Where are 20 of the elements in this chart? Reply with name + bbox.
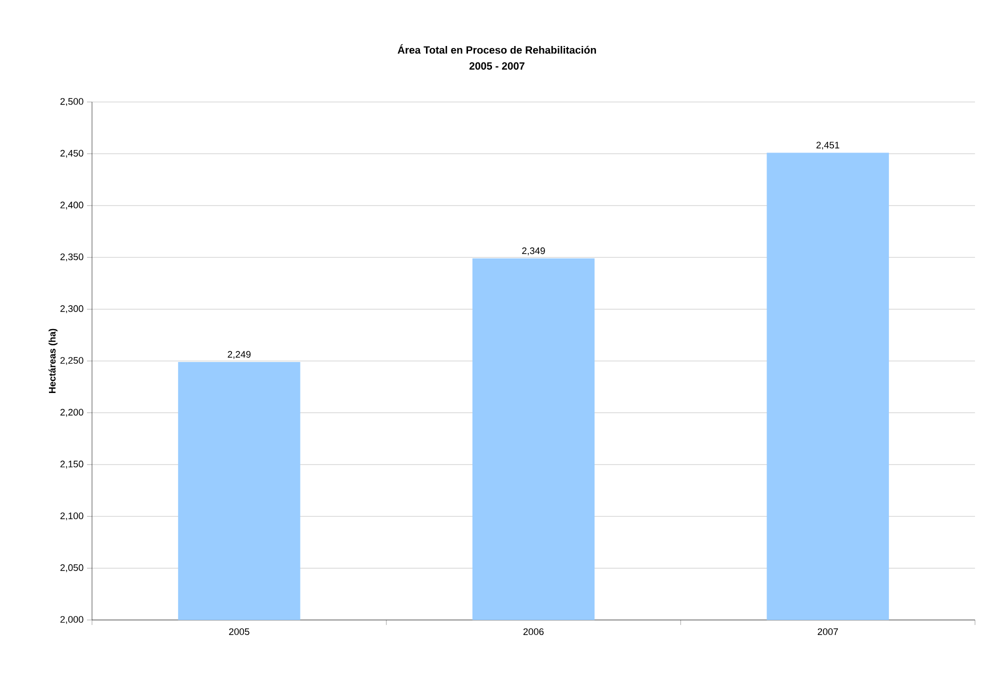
y-tick-label: 2,050 (60, 564, 84, 572)
y-tick-label: 2,100 (60, 512, 84, 520)
y-axis-title: Hectáreas (ha) (48, 328, 58, 393)
y-tick-label: 2,350 (60, 253, 84, 262)
chart-subtitle: 2005 - 2007 (469, 62, 524, 70)
x-tick-label: 2005 (229, 628, 250, 636)
y-tick-label: 2,250 (60, 357, 84, 365)
y-tick-label: 2,000 (60, 616, 84, 624)
y-tick-label: 2,500 (60, 98, 84, 106)
chart-title: Área Total en Proceso de Rehabilitación (398, 44, 596, 54)
y-tick-label: 2,450 (60, 150, 84, 158)
y-tick-label: 2,300 (60, 305, 84, 314)
data-label: 2,349 (522, 247, 545, 256)
y-tick-label: 2,200 (60, 408, 84, 417)
x-tick-label: 2006 (523, 628, 544, 636)
data-label: 2,249 (228, 351, 251, 359)
y-tick-label: 2,150 (60, 460, 84, 469)
data-label: 2,451 (816, 142, 840, 150)
x-tick-label: 2007 (818, 628, 838, 636)
y-tick-label: 2,400 (60, 202, 84, 210)
